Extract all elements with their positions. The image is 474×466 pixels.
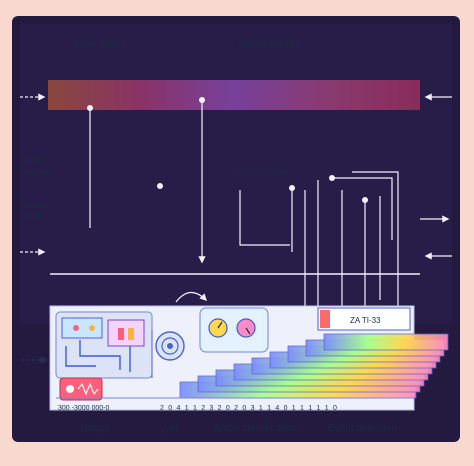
raw-audio-waveform	[47, 39, 421, 141]
audio-sescper-label: Audio secsper	[22, 155, 54, 176]
spectrogram-label: Spectrogram	[238, 38, 301, 50]
tag-box: ZA TI-33	[317, 307, 411, 331]
tramer-moel-label: tramer moel	[22, 200, 48, 221]
circuit-board-icon	[55, 311, 153, 379]
audio-feature-waveform	[51, 165, 241, 272]
layer-stack-icon	[179, 333, 449, 399]
event-detection-label: Event detection	[328, 423, 397, 434]
transformer-label: Transformer	[230, 166, 290, 178]
axis-right-ticks: 2 0 4 1 1 2 3 2 0 2 0 3 1 1 4 0 1 1 1 1 …	[160, 405, 338, 412]
axis-left-ticks: 300 -3000 000-0	[58, 405, 109, 412]
speaker-icon	[151, 330, 185, 378]
raw-audio-label: Raw Audio	[74, 38, 127, 50]
waveform-icon	[59, 377, 103, 401]
connector-dots	[87, 97, 368, 203]
audio-classification-label: Audio clasIification	[214, 423, 297, 434]
connector-lines	[89, 100, 402, 332]
output-label: Output	[80, 423, 110, 434]
dial-icon	[199, 307, 269, 353]
layer-label: Lyer	[160, 423, 180, 434]
tag-label: ZA TI-33	[350, 316, 381, 325]
